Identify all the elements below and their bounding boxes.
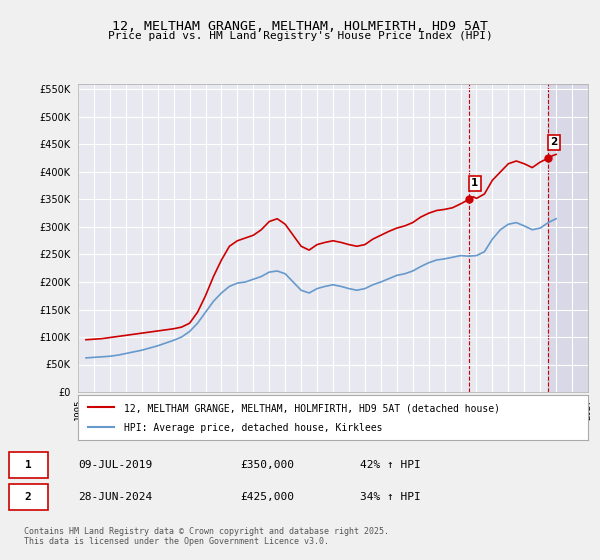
- Text: HPI: Average price, detached house, Kirklees: HPI: Average price, detached house, Kirk…: [124, 423, 382, 433]
- Text: 42% ↑ HPI: 42% ↑ HPI: [360, 460, 421, 470]
- FancyBboxPatch shape: [9, 484, 48, 510]
- Text: £425,000: £425,000: [240, 492, 294, 502]
- Text: 12, MELTHAM GRANGE, MELTHAM, HOLMFIRTH, HD9 5AT: 12, MELTHAM GRANGE, MELTHAM, HOLMFIRTH, …: [112, 20, 488, 32]
- Text: 34% ↑ HPI: 34% ↑ HPI: [360, 492, 421, 502]
- Text: 1: 1: [25, 460, 32, 470]
- Text: Price paid vs. HM Land Registry's House Price Index (HPI): Price paid vs. HM Land Registry's House …: [107, 31, 493, 41]
- Text: 28-JUN-2024: 28-JUN-2024: [78, 492, 152, 502]
- FancyBboxPatch shape: [9, 452, 48, 478]
- Text: 09-JUL-2019: 09-JUL-2019: [78, 460, 152, 470]
- Text: Contains HM Land Registry data © Crown copyright and database right 2025.
This d: Contains HM Land Registry data © Crown c…: [24, 526, 389, 546]
- Text: 12, MELTHAM GRANGE, MELTHAM, HOLMFIRTH, HD9 5AT (detached house): 12, MELTHAM GRANGE, MELTHAM, HOLMFIRTH, …: [124, 403, 500, 413]
- Text: 2: 2: [25, 492, 32, 502]
- Text: 1: 1: [471, 179, 478, 189]
- Bar: [548, 84, 588, 392]
- Text: £350,000: £350,000: [240, 460, 294, 470]
- Text: 2: 2: [550, 137, 557, 147]
